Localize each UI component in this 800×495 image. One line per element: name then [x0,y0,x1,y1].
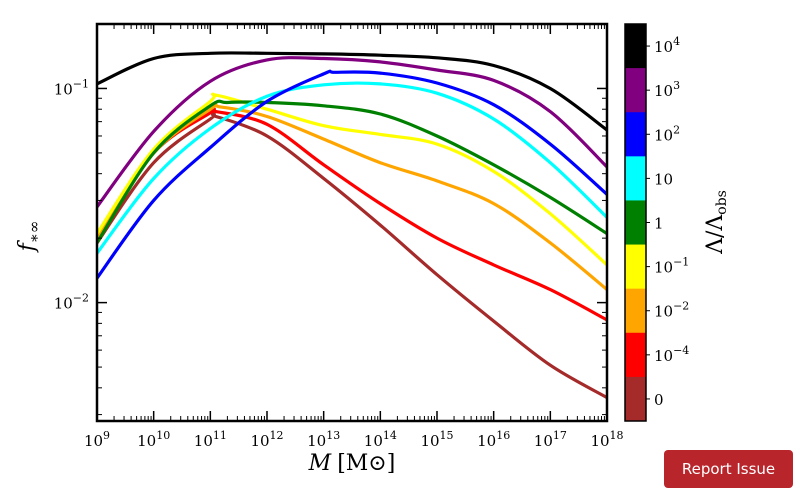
x-axis-label: M [M⊙] [308,451,396,476]
colorbar-segment [625,200,646,246]
colorbar-segment [625,112,646,157]
x-axis: 109 1010 1011 1012 1013 1014 1015 1016 1017 1018 [84,24,624,450]
x-tick-label: 109 [84,429,110,450]
x-tick-label: 1012 [250,429,283,450]
y-axis: 10−1 10−2 [54,23,607,416]
x-tick-label: 1014 [364,429,397,450]
series-line-1 [97,107,607,322]
series-line-5 [97,81,607,255]
y-tick-label: 10−2 [54,292,89,313]
y-axis-label: f∗∞ [15,221,43,254]
colorbar-tick-label: 10−2 [654,300,689,321]
colorbar-tick-label: 104 [654,35,680,56]
colorbar-segment [625,24,646,69]
series-line-3 [97,92,607,267]
colorbar-tick-label: 10−1 [654,256,689,277]
x-tick-label: 1016 [477,429,510,450]
series-line-0 [97,112,607,399]
x-tick-label: 1011 [194,429,227,450]
colorbar-segment [625,244,646,290]
x-tick-label: 1017 [534,429,567,450]
x-tick-label: 1013 [307,429,340,450]
colorbar [625,24,650,422]
x-tick-label: 1010 [137,429,170,450]
series-layer [97,51,607,399]
colorbar-tick-label: 10 [654,170,673,188]
x-tick-label: 1018 [590,429,623,450]
series-line-8 [97,51,607,132]
colorbar-tick-label: 102 [654,123,680,144]
colorbar-tick-label: 10−4 [654,344,689,365]
report-issue-button[interactable]: Report Issue [664,450,793,488]
colorbar-tick-label: 1 [654,215,664,233]
colorbar-tick-label: 103 [654,79,680,100]
x-tick-label: 1015 [420,429,453,450]
colorbar-segment [625,288,646,334]
series-line-4 [97,99,607,244]
colorbar-segment [625,376,646,422]
colorbar-label: Λ/Λobs [703,190,730,255]
y-tick-label: 10−1 [54,77,89,98]
series-line-6 [97,69,607,280]
series-line-7 [97,56,607,208]
plot-frame [95,22,609,423]
colorbar-segment [625,156,646,201]
colorbar-segment [625,332,646,378]
colorbar-frame [624,23,647,422]
colorbar-tick-label: 0 [654,391,664,409]
colorbar-segment [625,68,646,113]
